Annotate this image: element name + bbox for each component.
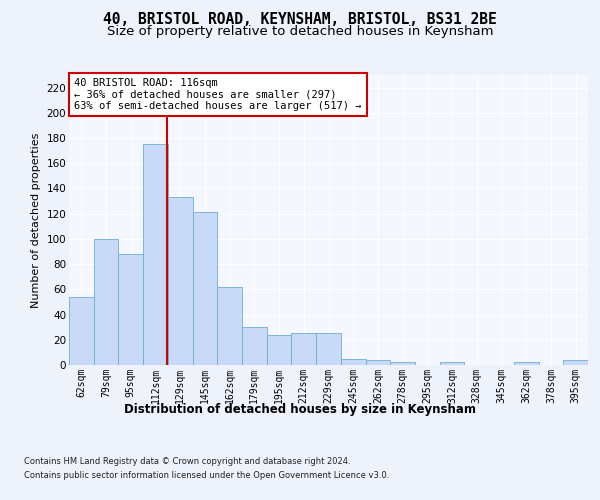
Bar <box>217 287 242 365</box>
Bar <box>94 239 118 365</box>
Text: 40 BRISTOL ROAD: 116sqm
← 36% of detached houses are smaller (297)
63% of semi-d: 40 BRISTOL ROAD: 116sqm ← 36% of detache… <box>74 78 362 111</box>
Bar <box>563 360 588 365</box>
Text: 40, BRISTOL ROAD, KEYNSHAM, BRISTOL, BS31 2BE: 40, BRISTOL ROAD, KEYNSHAM, BRISTOL, BS3… <box>103 12 497 28</box>
Text: Size of property relative to detached houses in Keynsham: Size of property relative to detached ho… <box>107 25 493 38</box>
Text: Contains HM Land Registry data © Crown copyright and database right 2024.: Contains HM Land Registry data © Crown c… <box>24 458 350 466</box>
Bar <box>143 144 168 365</box>
Bar <box>242 327 267 365</box>
Y-axis label: Number of detached properties: Number of detached properties <box>31 132 41 308</box>
Bar <box>365 360 390 365</box>
Bar <box>267 334 292 365</box>
Bar <box>292 334 316 365</box>
Bar <box>390 362 415 365</box>
Bar <box>341 358 365 365</box>
Bar <box>193 212 217 365</box>
Text: Contains public sector information licensed under the Open Government Licence v3: Contains public sector information licen… <box>24 471 389 480</box>
Text: Distribution of detached houses by size in Keynsham: Distribution of detached houses by size … <box>124 402 476 415</box>
Bar <box>168 198 193 365</box>
Bar <box>514 362 539 365</box>
Bar <box>316 334 341 365</box>
Bar <box>118 254 143 365</box>
Bar <box>440 362 464 365</box>
Bar <box>69 297 94 365</box>
